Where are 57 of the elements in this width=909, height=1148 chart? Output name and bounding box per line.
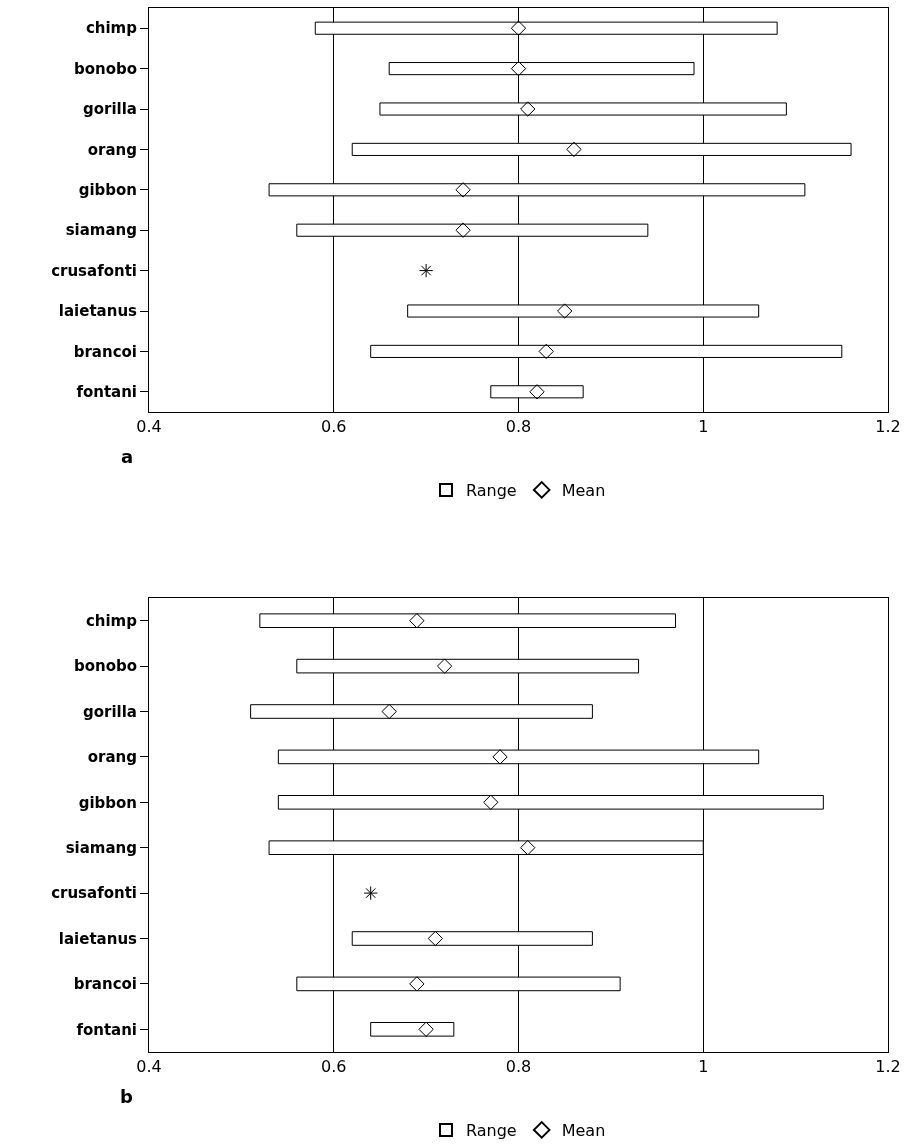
- point: [520, 101, 536, 117]
- y-tick-label: bonobo: [73, 657, 137, 676]
- y-tick-label: brancoi: [73, 342, 137, 361]
- y-tick-label: siamang: [65, 221, 137, 240]
- y-tick-label: gorilla: [83, 100, 137, 119]
- point: [510, 60, 527, 77]
- point: [419, 263, 434, 278]
- y-tick-label: gibbon: [78, 793, 137, 812]
- y-tick-label: orang: [87, 140, 137, 159]
- x-tick-label: 0.6: [321, 1057, 347, 1077]
- point: [455, 182, 471, 198]
- point: [566, 141, 582, 158]
- x-tick-label: 1: [698, 417, 709, 437]
- point: [520, 840, 536, 856]
- legend-label: Range: [466, 1121, 517, 1141]
- x-tick-label: 0.8: [505, 1057, 532, 1077]
- legend-label: Range: [466, 481, 517, 501]
- point: [363, 886, 378, 901]
- point: [455, 222, 471, 238]
- y-tick-label: brancoi: [73, 975, 137, 994]
- point: [418, 1021, 434, 1037]
- y-tick-label: fontani: [76, 383, 137, 402]
- point: [492, 749, 508, 765]
- y-tick-label: gorilla: [83, 702, 137, 721]
- point: [557, 303, 573, 319]
- point: [510, 20, 527, 36]
- point: [381, 703, 397, 720]
- text: a: [121, 446, 134, 467]
- point: [538, 343, 554, 360]
- y-tick-label: siamang: [65, 838, 137, 857]
- x-tick-label: 1.2: [875, 417, 901, 437]
- y-tick-label: bonobo: [73, 59, 137, 78]
- y-tick-label: fontani: [76, 1020, 137, 1039]
- x-tick-label: 1: [698, 1057, 709, 1077]
- y-tick-label: chimp: [85, 611, 138, 630]
- point: [529, 384, 545, 400]
- point: [436, 658, 453, 674]
- x-tick-label: 0.4: [136, 1057, 162, 1077]
- bar: [370, 1021, 455, 1037]
- text: b: [120, 1086, 133, 1107]
- x-tick-label: 0.8: [505, 417, 532, 437]
- point: [427, 930, 444, 947]
- x-tick-label: 0.4: [136, 417, 162, 437]
- y-tick-label: gibbon: [78, 181, 137, 200]
- x-tick-label: 1.2: [875, 1057, 901, 1077]
- y-tick-label: laietanus: [58, 929, 138, 948]
- legend-label: Mean: [561, 481, 606, 501]
- legend-label: Mean: [561, 1121, 606, 1141]
- y-tick-label: crusafonti: [51, 884, 137, 903]
- x-tick-label: 0.6: [321, 417, 347, 437]
- y-tick-label: chimp: [85, 19, 138, 38]
- y-tick-label: laietanus: [58, 302, 138, 321]
- point: [483, 794, 499, 810]
- y-tick-label: crusafonti: [51, 261, 137, 280]
- point: [409, 976, 425, 992]
- point: [409, 613, 425, 629]
- y-tick-label: orang: [87, 748, 137, 767]
